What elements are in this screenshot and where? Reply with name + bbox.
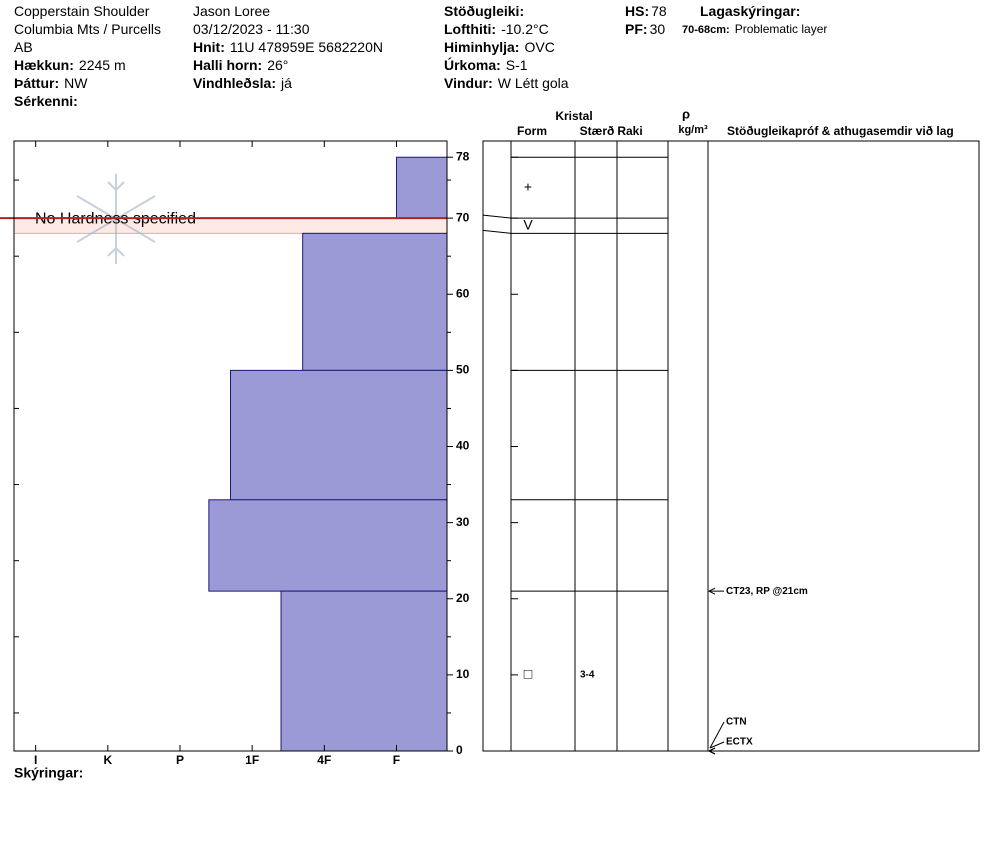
field-label: Hnit: (193, 39, 225, 55)
field-value: 78 (651, 3, 667, 19)
header-field: Columbia Mts / Purcells (14, 21, 161, 37)
header-field: Copperstain Shoulder (14, 3, 150, 19)
y-tick-label: 78 (456, 149, 470, 163)
field-value: 03/12/2023 - 11:30 (193, 21, 310, 37)
field-value: 30 (650, 21, 666, 37)
field-label: HS: (625, 3, 649, 19)
test-arrow (709, 741, 725, 749)
col-header: kg/m³ (678, 124, 708, 136)
header-field: Himinhylja: OVC (444, 39, 555, 55)
field-value: -10.2°C (501, 21, 549, 37)
col-header: Form (517, 124, 547, 138)
field-value: 2245 m (79, 57, 126, 73)
x-tick-label: K (103, 753, 112, 767)
field-label: Lofthiti: (444, 21, 496, 37)
test-label: CT23, RP @21cm (726, 586, 808, 597)
layer-line-left (482, 229, 512, 234)
header-field: Jason Loree (193, 3, 270, 19)
header-field: Halli horn: 26° (193, 57, 288, 73)
header-field: 70-68cm: Problematic layer (682, 22, 827, 36)
field-label: Þáttur: (14, 75, 59, 91)
header-field: PF: 30 (625, 21, 665, 37)
grain-form: V (523, 216, 533, 232)
field-label: 70-68cm: (682, 24, 730, 36)
field-value: já (280, 75, 292, 91)
header-field: Þáttur: NW (14, 75, 88, 91)
field-label: Vindhleðsla: (193, 75, 276, 91)
field-label: Himinhylja: (444, 39, 519, 55)
test-arrow (709, 721, 725, 749)
header-field: Vindur: W Létt gola (444, 75, 569, 91)
arrow-head (707, 747, 716, 755)
header-field: Sérkenni: (14, 93, 78, 109)
field-value: AB (14, 39, 33, 55)
col-header: ρ (682, 106, 690, 121)
grain-form: + (524, 178, 532, 194)
field-value: Copperstain Shoulder (14, 3, 150, 19)
col-header: Kristal (555, 109, 592, 123)
x-tick-label: P (176, 753, 184, 767)
header-field: Lagaskýringar: (700, 3, 800, 19)
field-label: Stöðugleiki: (444, 3, 524, 19)
grain-size: 3-4 (580, 670, 595, 681)
hardness-bar (230, 369, 448, 501)
y-tick-label: 60 (456, 286, 470, 300)
field-value: NW (64, 75, 88, 91)
field-value: Problematic layer (735, 22, 828, 36)
header-field: Lofthiti: -10.2°C (444, 21, 549, 37)
header-field: Hnit: 11U 478959E 5682220N (193, 39, 383, 55)
hardness-bar (302, 232, 448, 371)
field-label: Sérkenni: (14, 93, 78, 109)
y-tick-label: 40 (456, 439, 470, 453)
header-field: Vindhleðsla: já (193, 75, 292, 91)
field-value: 11U 478959E 5682220N (230, 39, 383, 55)
arrow-head (707, 587, 716, 595)
col-header: Stöðugleikapróf & athugasemdir við lag (727, 124, 954, 138)
field-label: Úrkoma: (444, 56, 501, 73)
hardness-bar (280, 590, 448, 752)
test-label: ECTX (726, 737, 753, 748)
header-field: Stöðugleiki: (444, 3, 524, 19)
x-tick-label: I (34, 753, 37, 767)
col-header: Raki (617, 124, 642, 138)
x-tick-label: F (393, 753, 400, 767)
field-value: OVC (524, 39, 554, 55)
table-frame (482, 140, 980, 752)
layer-line-left (482, 214, 512, 219)
field-value: Jason Loree (193, 3, 270, 19)
field-value: 26° (267, 57, 288, 73)
x-tick-label: 4F (317, 753, 331, 767)
field-label: Vindur: (444, 75, 493, 91)
legend-label: Skýringar: (14, 765, 83, 781)
field-label: PF: (625, 21, 648, 37)
x-tick-label: 1F (245, 753, 259, 767)
col-header: Stærð (580, 124, 615, 138)
header-field: 03/12/2023 - 11:30 (193, 21, 310, 37)
y-tick-label: 0 (456, 743, 463, 757)
header-field: HS: 78 (625, 3, 667, 19)
header-field: AB (14, 39, 33, 55)
header-field: Hækkun: 2245 m (14, 57, 126, 73)
field-label: Hækkun: (14, 57, 74, 73)
y-tick-label: 10 (456, 667, 470, 681)
field-label: Lagaskýringar: (700, 3, 800, 19)
field-label: Halli horn: (193, 57, 262, 73)
y-tick-label: 50 (456, 363, 470, 377)
header-field: Úrkoma: S-1 (444, 56, 528, 73)
y-tick-label: 30 (456, 515, 470, 529)
hardness-bar (208, 499, 448, 592)
hardness-bar (395, 156, 448, 219)
field-value: S-1 (506, 57, 528, 73)
grain-form: □ (524, 666, 533, 682)
y-tick-label: 20 (456, 591, 470, 605)
field-value: W Létt gola (498, 75, 569, 91)
field-value: Columbia Mts / Purcells (14, 21, 161, 37)
test-label: CTN (726, 717, 747, 728)
y-tick-label: 70 (456, 210, 470, 224)
